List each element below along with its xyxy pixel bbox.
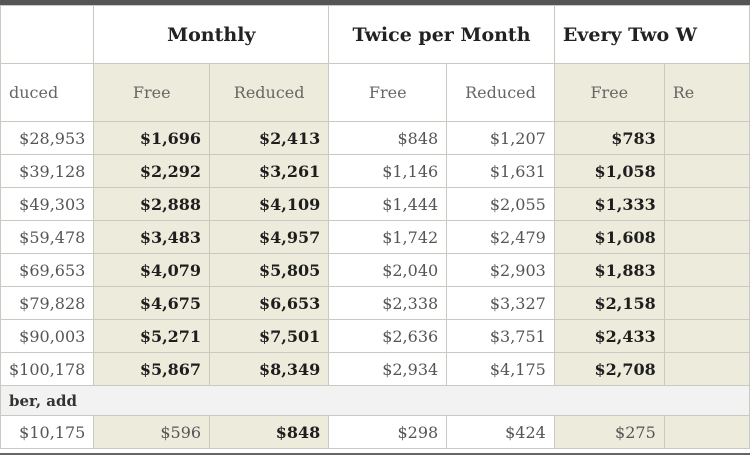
monthly-reduced-cell: $3,261 xyxy=(209,154,330,188)
annual-reduced-cell: $49,303 xyxy=(0,187,95,221)
twice-free-cell: $1,444 xyxy=(328,187,448,221)
table-row: $39,128 $2,292 $3,261 $1,146 $1,631 $1,0… xyxy=(0,154,750,188)
monthly-free-cell: $3,483 xyxy=(93,220,211,254)
sub-header-monthly-free: Free xyxy=(93,63,211,122)
biweekly-free-cell: $2,708 xyxy=(553,352,665,386)
monthly-reduced-cell: $6,653 xyxy=(209,286,330,320)
biweekly-free-add-cell: $275 xyxy=(553,415,665,449)
table-row: $28,953 $1,696 $2,413 $848 $1,207 $783 xyxy=(0,121,750,155)
biweekly-free-cell: $2,433 xyxy=(553,319,665,353)
add-per-member-row: $10,175 $596 $848 $298 $424 $275 xyxy=(0,415,750,449)
monthly-free-cell: $5,271 xyxy=(93,319,211,353)
additional-member-note: ber, add xyxy=(0,385,750,416)
twice-reduced-cell: $2,479 xyxy=(446,220,555,254)
bottom-margin xyxy=(0,455,750,463)
monthly-reduced-cell: $5,805 xyxy=(209,253,330,287)
bottom-border xyxy=(0,453,750,455)
monthly-free-cell: $1,696 xyxy=(93,121,211,155)
group-header-twice-per-month: Twice per Month xyxy=(328,5,555,64)
monthly-free-cell: $4,079 xyxy=(93,253,211,287)
annual-reduced-cell: $39,128 xyxy=(0,154,95,188)
table-row: $90,003 $5,271 $7,501 $2,636 $3,751 $2,4… xyxy=(0,319,750,353)
twice-free-cell: $2,338 xyxy=(328,286,448,320)
twice-reduced-cell: $3,751 xyxy=(446,319,555,353)
group-header-blank xyxy=(0,5,95,64)
monthly-free-cell: $2,888 xyxy=(93,187,211,221)
twice-reduced-cell: $3,327 xyxy=(446,286,555,320)
biweekly-reduced-cell xyxy=(663,253,750,287)
biweekly-reduced-cell xyxy=(663,121,750,155)
biweekly-reduced-cell xyxy=(663,319,750,353)
annual-add-cell: $10,175 xyxy=(0,415,95,449)
biweekly-free-cell: $783 xyxy=(553,121,665,155)
table-row: $49,303 $2,888 $4,109 $1,444 $2,055 $1,3… xyxy=(0,187,750,221)
annual-reduced-cell: $79,828 xyxy=(0,286,95,320)
biweekly-reduced-cell xyxy=(663,286,750,320)
monthly-reduced-cell: $8,349 xyxy=(209,352,330,386)
group-header-every-two-weeks: Every Two W xyxy=(553,5,750,64)
table-row: $59,478 $3,483 $4,957 $1,742 $2,479 $1,6… xyxy=(0,220,750,254)
monthly-free-add-cell: $596 xyxy=(93,415,211,449)
monthly-reduced-cell: $4,109 xyxy=(209,187,330,221)
twice-free-cell: $1,146 xyxy=(328,154,448,188)
annual-reduced-cell: $100,178 xyxy=(0,352,95,386)
twice-reduced-cell: $1,207 xyxy=(446,121,555,155)
monthly-free-cell: $4,675 xyxy=(93,286,211,320)
sub-header-reduced-annual: duced xyxy=(0,63,95,122)
income-eligibility-table: Monthly Twice per Month Every Two W duce… xyxy=(0,5,750,449)
twice-reduced-cell: $1,631 xyxy=(446,154,555,188)
additional-member-note-row: ber, add xyxy=(0,385,750,416)
top-border xyxy=(0,0,750,5)
table-row: $100,178 $5,867 $8,349 $2,934 $4,175 $2,… xyxy=(0,352,750,386)
biweekly-reduced-cell xyxy=(663,154,750,188)
twice-free-cell: $2,636 xyxy=(328,319,448,353)
annual-reduced-cell: $59,478 xyxy=(0,220,95,254)
twice-free-cell: $2,934 xyxy=(328,352,448,386)
biweekly-free-cell: $1,333 xyxy=(553,187,665,221)
sub-header-twice-reduced: Reduced xyxy=(446,63,555,122)
biweekly-reduced-cell xyxy=(663,352,750,386)
monthly-reduced-cell: $4,957 xyxy=(209,220,330,254)
biweekly-free-cell: $1,883 xyxy=(553,253,665,287)
monthly-reduced-cell: $7,501 xyxy=(209,319,330,353)
monthly-reduced-cell: $2,413 xyxy=(209,121,330,155)
table-row: $79,828 $4,675 $6,653 $2,338 $3,327 $2,1… xyxy=(0,286,750,320)
twice-free-cell: $2,040 xyxy=(328,253,448,287)
sub-header-row: duced Free Reduced Free Reduced Free Re xyxy=(0,63,750,122)
sub-header-twice-free: Free xyxy=(328,63,448,122)
monthly-reduced-add-cell: $848 xyxy=(209,415,330,449)
group-header-row: Monthly Twice per Month Every Two W xyxy=(0,5,750,64)
monthly-free-cell: $2,292 xyxy=(93,154,211,188)
sub-header-biweekly-reduced: Re xyxy=(663,63,750,122)
biweekly-free-cell: $1,058 xyxy=(553,154,665,188)
twice-reduced-cell: $2,055 xyxy=(446,187,555,221)
group-header-monthly: Monthly xyxy=(93,5,330,64)
twice-free-cell: $848 xyxy=(328,121,448,155)
biweekly-reduced-add-cell xyxy=(663,415,750,449)
monthly-free-cell: $5,867 xyxy=(93,352,211,386)
twice-reduced-add-cell: $424 xyxy=(446,415,555,449)
sub-header-biweekly-free: Free xyxy=(553,63,665,122)
biweekly-reduced-cell xyxy=(663,220,750,254)
twice-free-add-cell: $298 xyxy=(328,415,448,449)
twice-reduced-cell: $2,903 xyxy=(446,253,555,287)
annual-reduced-cell: $90,003 xyxy=(0,319,95,353)
biweekly-reduced-cell xyxy=(663,187,750,221)
twice-free-cell: $1,742 xyxy=(328,220,448,254)
twice-reduced-cell: $4,175 xyxy=(446,352,555,386)
biweekly-free-cell: $1,608 xyxy=(553,220,665,254)
biweekly-free-cell: $2,158 xyxy=(553,286,665,320)
annual-reduced-cell: $28,953 xyxy=(0,121,95,155)
annual-reduced-cell: $69,653 xyxy=(0,253,95,287)
table-row: $69,653 $4,079 $5,805 $2,040 $2,903 $1,8… xyxy=(0,253,750,287)
sub-header-monthly-reduced: Reduced xyxy=(209,63,330,122)
